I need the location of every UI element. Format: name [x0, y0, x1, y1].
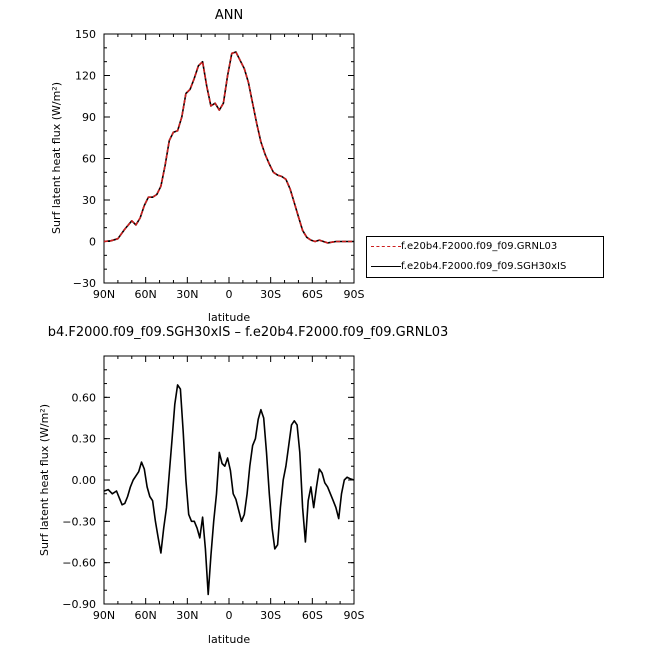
y-tick-label: 0.60: [72, 391, 97, 404]
top-series-group: [103, 51, 354, 244]
y-tick-label: −30: [73, 277, 96, 290]
top-y-axis-label: Surf latent heat flux (W/m²): [50, 82, 63, 234]
x-tick-label: 30S: [260, 609, 281, 622]
x-tick-label: 30N: [176, 288, 198, 301]
y-tick-label: −0.30: [62, 515, 96, 528]
y-tick-label: 150: [75, 28, 96, 41]
y-tick-label: −0.90: [62, 598, 96, 611]
top-x-axis-label: latitude: [208, 311, 250, 324]
y-tick-label: 0.00: [72, 474, 97, 487]
x-tick-label: 30N: [176, 609, 198, 622]
x-tick-label: 90N: [93, 288, 115, 301]
x-tick-label: 0: [226, 288, 233, 301]
bottom-axis-ticks: 90N 60N 30N 0 30S 60S 90S −0.90 −0.60 −0.30 0.00 0.…: [62, 355, 365, 622]
x-tick-label: 30S: [260, 288, 281, 301]
y-tick-label: 0: [89, 236, 96, 249]
x-tick-label: 60S: [302, 609, 323, 622]
x-tick-label: 60N: [135, 609, 157, 622]
bottom-x-axis-label: latitude: [208, 633, 250, 646]
top-panel-title: ANN: [215, 8, 243, 23]
y-tick-label: 30: [82, 194, 96, 207]
y-tick-label: 0.30: [72, 433, 97, 446]
bottom-y-axis-label: Surf latent heat flux (W/m²): [38, 404, 51, 556]
x-tick-label: 60N: [135, 288, 157, 301]
x-tick-label: 90S: [344, 609, 365, 622]
legend-swatch-solid-black: [371, 266, 401, 267]
legend-item-sgh30xis: f.e20b4.F2000.f09_f09.SGH30xIS: [367, 257, 603, 277]
legend-label: f.e20b4.F2000.f09_f09.SGH30xIS: [401, 261, 567, 272]
series-line-solid: [103, 384, 355, 596]
top-axis-ticks: 90N 60N 30N 0 30S 60S 90S −30 0 30 60 90 120 150: [73, 28, 365, 301]
y-tick-label: 120: [75, 70, 96, 83]
legend-swatch-dashed-red: [371, 246, 401, 247]
bottom-panel: b4.F2000.f09_f09.SGH30xIS – f.e20b4.F200…: [38, 325, 448, 646]
x-tick-label: 0: [226, 609, 233, 622]
y-tick-label: −0.60: [62, 557, 96, 570]
series-line-dashed: [103, 51, 354, 244]
legend-label: f.e20b4.F2000.f09_f09.GRNL03: [401, 241, 558, 252]
x-tick-label: 60S: [302, 288, 323, 301]
legend-item-grnl03: f.e20b4.F2000.f09_f09.GRNL03: [367, 237, 603, 257]
x-tick-label: 90S: [344, 288, 365, 301]
top-panel: ANN 90N 60N 30N 0 30S 60S 90S−300306090120150 …: [50, 8, 365, 324]
legend: f.e20b4.F2000.f09_f09.GRNL03 f.e20b4.F20…: [366, 236, 604, 278]
bottom-series-group: [103, 384, 355, 596]
bottom-plot-frame: [103, 355, 355, 605]
bottom-panel-title: b4.F2000.f09_f09.SGH30xIS – f.e20b4.F200…: [48, 325, 449, 340]
y-tick-label: 60: [82, 153, 96, 166]
y-tick-label: 90: [82, 111, 96, 124]
x-tick-label: 90N: [93, 609, 115, 622]
